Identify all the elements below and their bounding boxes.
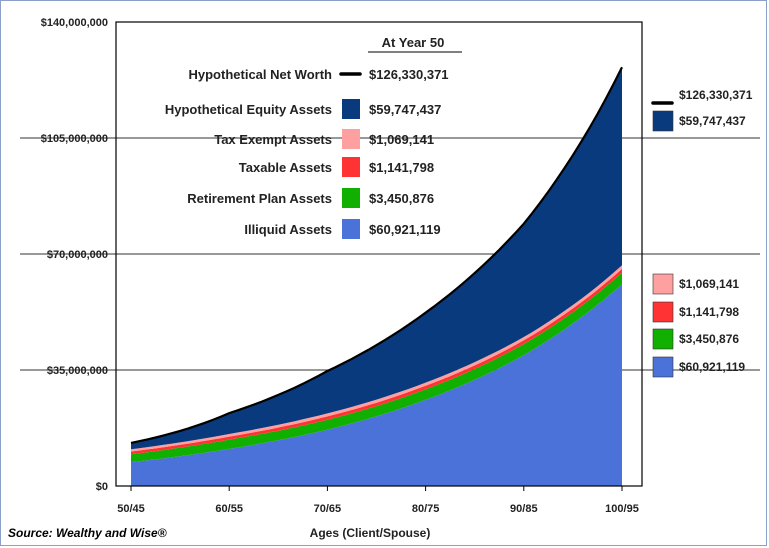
right-value-label: $59,747,437 [679, 114, 746, 128]
y-tick-labels: $140,000,000 $105,000,000 $70,000,000 $35,0… [41, 17, 108, 493]
x-tick-label: 80/75 [412, 503, 440, 515]
right-swatch [652, 356, 674, 378]
x-tick-labels: 50/45 60/55 70/65 80/75 90/85 100/95 [117, 503, 639, 515]
legend-label: Hypothetical Net Worth [189, 67, 333, 82]
y-tick-label: $105,000,000 [41, 133, 108, 145]
legend-swatch [342, 157, 360, 177]
right-value-label: $3,450,876 [679, 332, 739, 346]
x-tick-label: 60/55 [215, 503, 243, 515]
legend-swatch [342, 188, 360, 208]
x-tick-label: 70/65 [314, 503, 342, 515]
legend-header: At Year 50 [382, 35, 445, 50]
right-swatch [652, 328, 674, 350]
right-value-label: $60,921,119 [679, 360, 745, 374]
legend-value: $3,450,876 [369, 191, 434, 206]
right-value-label: $1,141,798 [679, 305, 739, 319]
legend-value: $126,330,371 [369, 67, 449, 82]
legend-value: $1,069,141 [369, 132, 434, 147]
area-illiquid-assets [131, 284, 622, 486]
legend-swatch [342, 219, 360, 239]
y-tick-label: $0 [96, 481, 108, 493]
x-tick-label: 100/95 [605, 503, 639, 515]
right-value-label: $126,330,371 [679, 88, 753, 102]
net-worth-line [130, 66, 623, 444]
x-tick-label: 90/85 [510, 503, 538, 515]
right-value-labels: $126,330,371 $59,747,437 $1,069,141 $1,141,… [651, 88, 753, 378]
right-value-label: $1,069,141 [679, 277, 739, 291]
x-tick-label: 50/45 [117, 503, 145, 515]
legend-label: Retirement Plan Assets [187, 191, 332, 206]
plot-border [115, 21, 643, 487]
y-tick-label: $70,000,000 [47, 249, 108, 261]
legend: At Year 50 Hypothetical Net Worth $126,330… [165, 35, 462, 239]
y-tick-label: $140,000,000 [41, 17, 108, 29]
area-series [130, 66, 623, 486]
area-hypothetical-equity-assets [131, 67, 622, 450]
legend-value: $60,921,119 [369, 222, 441, 237]
x-axis-label: Ages (Client/Spouse) [310, 526, 431, 540]
right-swatch [652, 301, 674, 323]
legend-swatch [342, 99, 360, 119]
axes [115, 21, 643, 491]
legend-label: Hypothetical Equity Assets [165, 102, 332, 117]
right-swatch [652, 110, 674, 132]
source-note: Source: Wealthy and Wise® [8, 526, 167, 540]
legend-label: Taxable Assets [239, 160, 332, 175]
legend-label: Illiquid Assets [244, 222, 332, 237]
legend-value: $59,747,437 [369, 102, 441, 117]
legend-label: Tax Exempt Assets [214, 132, 332, 147]
legend-swatch [342, 129, 360, 149]
y-tick-label: $35,000,000 [47, 365, 108, 377]
right-swatch [652, 273, 674, 295]
legend-value: $1,141,798 [369, 160, 434, 175]
